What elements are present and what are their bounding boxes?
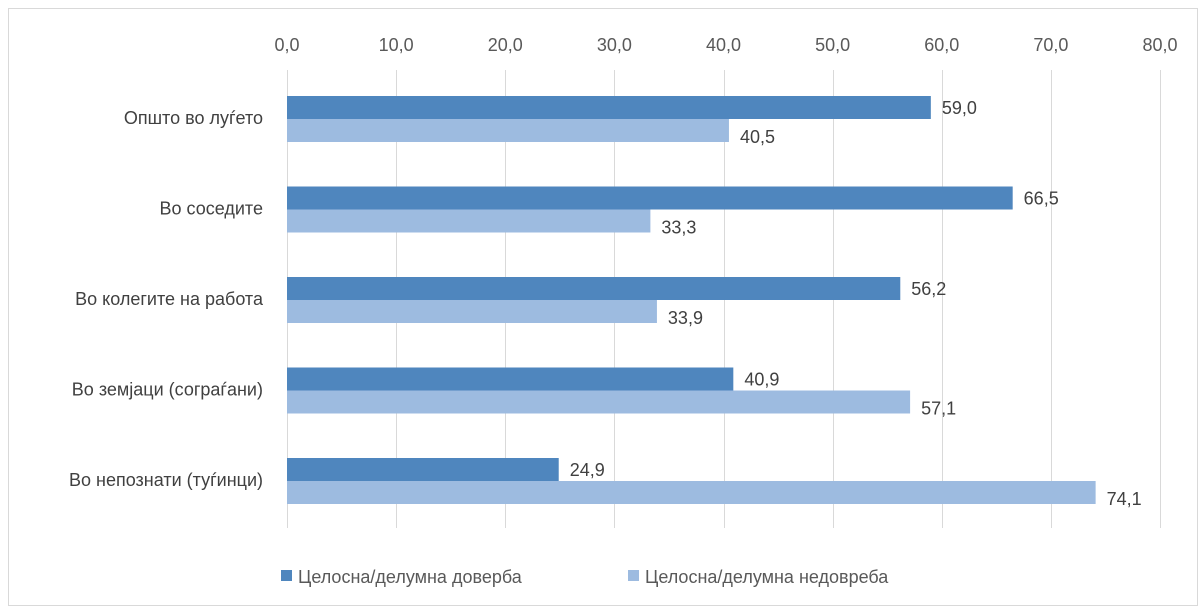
data-label: 56,2 <box>911 279 946 299</box>
data-label: 33,3 <box>661 218 696 238</box>
x-tick-label: 70,0 <box>1033 35 1068 55</box>
legend-label: Целосна/делумна доверба <box>298 567 523 587</box>
bar <box>287 367 734 391</box>
legend-swatch <box>281 570 292 581</box>
category-labels: Општо во луѓето Во соседите Во колегите на… <box>69 108 264 490</box>
bar <box>287 390 911 414</box>
category-label: Во непознати (туѓинци) <box>69 470 263 490</box>
x-tick-label: 60,0 <box>924 35 959 55</box>
category-label: Во соседите <box>160 199 263 219</box>
data-label: 66,5 <box>1024 189 1059 209</box>
x-tick-label: 30,0 <box>597 35 632 55</box>
x-tick-label: 0,0 <box>274 35 299 55</box>
x-tick-label: 20,0 <box>488 35 523 55</box>
bar <box>287 186 1013 210</box>
bar <box>287 300 657 323</box>
bar <box>287 96 931 119</box>
bar <box>287 481 1096 504</box>
bar <box>287 209 651 233</box>
category-label: Општо во луѓето <box>124 108 263 128</box>
legend: Целосна/делумна доверба Целосна/делумна н… <box>281 567 889 587</box>
legend-label: Целосна/делумна недовреба <box>645 567 889 587</box>
data-label: 24,9 <box>570 460 605 480</box>
data-label: 74,1 <box>1107 489 1142 509</box>
data-label: 40,5 <box>740 127 775 147</box>
data-label: 57,1 <box>921 399 956 419</box>
category-label: Во земјаци (сограѓани) <box>72 380 263 400</box>
legend-swatch <box>628 570 639 581</box>
data-label: 40,9 <box>744 370 779 390</box>
data-label: 33,9 <box>668 308 703 328</box>
x-tick-label: 80,0 <box>1142 35 1177 55</box>
data-label: 59,0 <box>942 98 977 118</box>
bars <box>287 96 1096 504</box>
x-tick-label: 10,0 <box>379 35 414 55</box>
x-tick-label: 50,0 <box>815 35 850 55</box>
bar <box>287 119 729 142</box>
bar <box>287 277 901 300</box>
x-tick-labels: 0,0 10,0 20,0 30,0 40,0 50,0 60,0 70,0 80,0 <box>274 35 1177 55</box>
x-tick-label: 40,0 <box>706 35 741 55</box>
category-label: Во колегите на работа <box>75 289 264 309</box>
bar <box>287 458 559 481</box>
data-labels: 59,0 40,5 66,5 33,3 56,2 33,9 40,9 57,1 24,9 74,1 <box>570 98 1142 509</box>
